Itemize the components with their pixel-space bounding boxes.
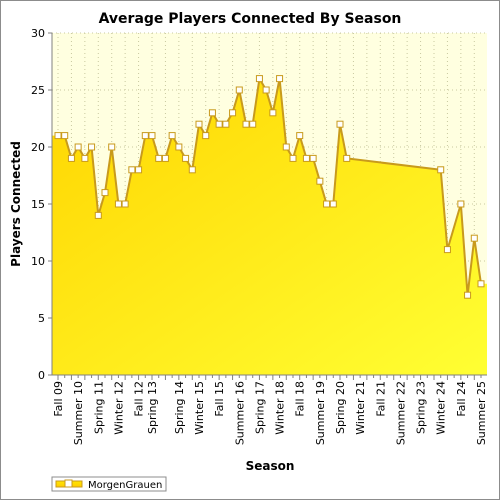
x-tick-label: Spring 14 <box>173 381 186 434</box>
data-point <box>289 154 297 162</box>
data-points <box>54 75 485 299</box>
x-tick-label: Winter 15 <box>193 381 206 435</box>
x-tick-label: Winter 24 <box>435 381 448 435</box>
data-point <box>168 132 176 140</box>
x-tick-label: Fall 09 <box>52 381 65 417</box>
data-point <box>208 109 216 117</box>
data-point <box>276 75 284 83</box>
y-tick-label: 10 <box>31 255 45 268</box>
x-tick-label: Fall 12 <box>133 381 146 417</box>
data-point <box>108 143 116 151</box>
data-point <box>161 154 169 162</box>
y-axis-label: Players Connected <box>9 141 23 267</box>
x-tick-label: Summer 16 <box>233 381 246 445</box>
data-point <box>443 246 451 254</box>
x-axis-label: Season <box>246 459 295 473</box>
data-point <box>195 120 203 128</box>
y-tick-label: 30 <box>31 27 45 40</box>
series-area-morgengrauen <box>52 78 487 375</box>
data-point <box>215 120 223 128</box>
data-point <box>155 154 163 162</box>
y-tick-label: 0 <box>38 369 45 382</box>
x-tick-label: Fall 15 <box>213 381 226 417</box>
data-point <box>121 200 129 208</box>
data-point <box>61 132 69 140</box>
data-point <box>323 200 331 208</box>
data-point <box>114 200 122 208</box>
legend: MorgenGrauen <box>51 476 167 492</box>
x-tick-label: Fall 18 <box>294 381 307 417</box>
y-tick-label: 15 <box>31 198 45 211</box>
data-point <box>316 177 324 185</box>
data-point <box>74 143 82 151</box>
data-point <box>182 154 190 162</box>
x-tick-label: Summer 25 <box>475 381 488 445</box>
y-tick-label: 25 <box>31 84 45 97</box>
data-point <box>249 120 257 128</box>
data-point <box>282 143 290 151</box>
data-point <box>101 189 109 197</box>
data-point <box>242 120 250 128</box>
x-tick-label: Summer 19 <box>314 381 327 445</box>
x-tick-label: Spring 13 <box>146 381 159 434</box>
legend-marker <box>64 479 73 488</box>
data-point <box>202 132 210 140</box>
x-tick-label: Spring 20 <box>334 381 347 434</box>
x-tick-label: Winter 21 <box>354 381 367 435</box>
data-point <box>269 109 277 117</box>
legend-entry-label: MorgenGrauen <box>88 480 162 491</box>
data-point <box>329 200 337 208</box>
data-point <box>222 120 230 128</box>
y-axis-ticks: 0 5 10 15 20 25 30 <box>31 27 52 382</box>
data-point <box>336 120 344 128</box>
data-point <box>255 75 263 83</box>
data-point <box>309 154 317 162</box>
data-point <box>464 291 472 299</box>
data-point <box>229 109 237 117</box>
data-point <box>54 132 62 140</box>
data-point <box>94 211 102 219</box>
x-tick-label: Summer 10 <box>72 381 85 445</box>
data-point <box>141 132 149 140</box>
y-tick-label: 5 <box>38 312 45 325</box>
data-point <box>81 154 89 162</box>
y-tick-label: 20 <box>31 141 45 154</box>
data-point <box>457 200 465 208</box>
data-point <box>262 86 270 94</box>
data-point <box>437 166 445 174</box>
data-point <box>128 166 136 174</box>
chart-title: Average Players Connected By Season <box>99 11 402 27</box>
x-tick-label: Fall 24 <box>455 381 468 417</box>
data-point <box>148 132 156 140</box>
data-point <box>135 166 143 174</box>
x-tick-label: Fall 21 <box>374 381 387 417</box>
data-point <box>477 280 485 288</box>
data-point <box>470 234 478 242</box>
x-tick-label: Spring 11 <box>92 381 105 434</box>
x-tick-label: Spring 23 <box>415 381 428 434</box>
data-point <box>235 86 243 94</box>
data-point <box>343 154 351 162</box>
data-point <box>88 143 96 151</box>
data-point <box>67 154 75 162</box>
x-tick-label: Winter 12 <box>112 381 125 435</box>
data-point <box>175 143 183 151</box>
x-tick-label: Spring 17 <box>253 381 266 434</box>
data-point <box>296 132 304 140</box>
x-tick-label: Winter 18 <box>274 381 287 435</box>
x-axis-ticks: Fall 09 Summer 10 Spring 11 Winter 12 Fall 1… <box>52 375 488 445</box>
data-point <box>302 154 310 162</box>
x-tick-label: Summer 22 <box>394 381 407 445</box>
data-point <box>188 166 196 174</box>
